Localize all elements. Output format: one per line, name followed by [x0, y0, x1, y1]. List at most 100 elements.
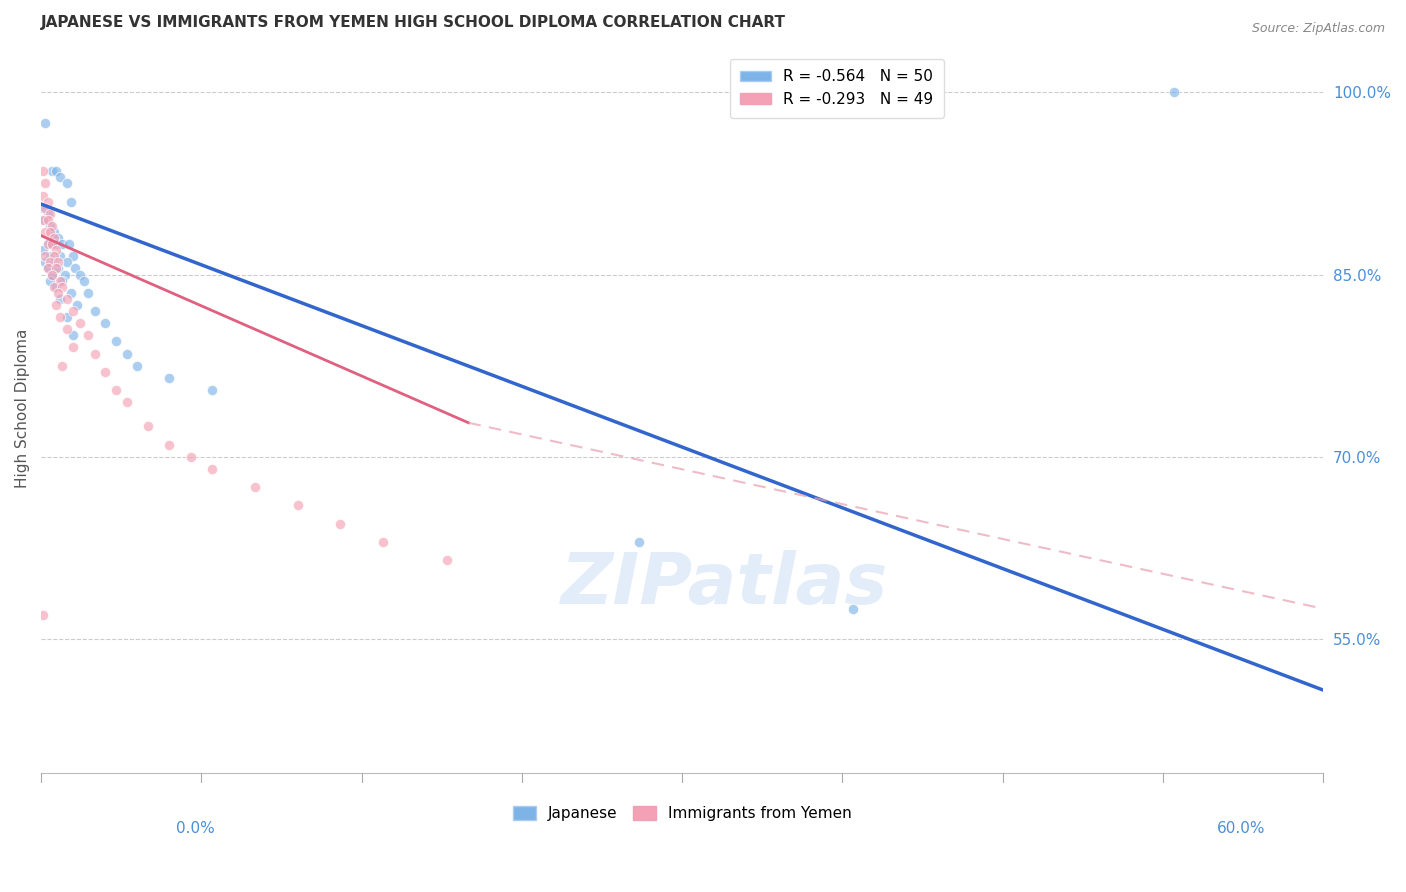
Point: [371, 534, 394, 549]
Point: [49, 170, 72, 185]
Point: [51, 274, 73, 288]
Point: [436, 553, 458, 567]
Point: [34, 201, 56, 215]
Point: [104, 383, 127, 397]
Point: [60, 194, 83, 209]
Point: [32, 212, 55, 227]
Point: [157, 437, 180, 451]
Point: [34, 249, 56, 263]
Point: [180, 450, 202, 464]
Point: [42, 225, 65, 239]
Point: [69, 268, 91, 282]
Point: [104, 334, 127, 349]
Point: [45, 164, 67, 178]
Point: [38, 255, 60, 269]
Text: JAPANESE VS IMMIGRANTS FROM YEMEN HIGH SCHOOL DIPLOMA CORRELATION CHART: JAPANESE VS IMMIGRANTS FROM YEMEN HIGH S…: [41, 15, 786, 30]
Point: [157, 371, 180, 385]
Point: [62, 341, 84, 355]
Point: [55, 310, 77, 324]
Y-axis label: High School Diploma: High School Diploma: [15, 328, 30, 488]
Text: Source: ZipAtlas.com: Source: ZipAtlas.com: [1251, 22, 1385, 36]
Point: [38, 207, 60, 221]
Point: [51, 279, 73, 293]
Point: [41, 164, 63, 178]
Point: [60, 285, 83, 300]
Point: [41, 237, 63, 252]
Point: [127, 359, 149, 373]
Point: [37, 207, 59, 221]
Point: [49, 249, 72, 263]
Point: [49, 310, 72, 324]
Point: [51, 359, 73, 373]
Point: [201, 462, 224, 476]
Point: [73, 274, 96, 288]
Point: [42, 255, 65, 269]
Text: 0.0%: 0.0%: [176, 821, 215, 836]
Point: [41, 268, 63, 282]
Point: [55, 322, 77, 336]
Point: [83, 346, 105, 360]
Point: [34, 212, 56, 227]
Point: [46, 231, 69, 245]
Point: [55, 255, 77, 269]
Point: [136, 419, 159, 434]
Point: [58, 237, 80, 252]
Point: [628, 534, 651, 549]
Point: [49, 274, 72, 288]
Point: [65, 261, 87, 276]
Point: [38, 219, 60, 233]
Point: [66, 298, 89, 312]
Point: [94, 316, 117, 330]
Point: [37, 261, 59, 276]
Point: [1163, 85, 1185, 99]
Point: [42, 249, 65, 263]
Point: [201, 383, 224, 397]
Point: [32, 607, 55, 622]
Point: [38, 249, 60, 263]
Point: [46, 261, 69, 276]
Point: [32, 244, 55, 258]
Point: [45, 261, 67, 276]
Point: [243, 480, 266, 494]
Point: [53, 268, 76, 282]
Point: [45, 298, 67, 312]
Text: 60.0%: 60.0%: [1218, 821, 1265, 836]
Point: [45, 244, 67, 258]
Point: [83, 304, 105, 318]
Point: [45, 237, 67, 252]
Legend: Japanese, Immigrants from Yemen: Japanese, Immigrants from Yemen: [506, 800, 858, 827]
Point: [49, 292, 72, 306]
Point: [115, 346, 138, 360]
Point: [32, 188, 55, 202]
Point: [62, 304, 84, 318]
Point: [115, 395, 138, 409]
Point: [329, 516, 352, 531]
Point: [38, 225, 60, 239]
Point: [77, 285, 100, 300]
Point: [842, 601, 865, 615]
Point: [77, 328, 100, 343]
Point: [32, 201, 55, 215]
Point: [37, 237, 59, 252]
Point: [46, 285, 69, 300]
Point: [42, 231, 65, 245]
Point: [38, 274, 60, 288]
Point: [32, 164, 55, 178]
Point: [62, 249, 84, 263]
Point: [55, 292, 77, 306]
Point: [41, 219, 63, 233]
Point: [55, 177, 77, 191]
Text: ZIPatlas: ZIPatlas: [561, 549, 889, 619]
Point: [34, 225, 56, 239]
Point: [287, 499, 309, 513]
Point: [37, 237, 59, 252]
Point: [45, 279, 67, 293]
Point: [42, 279, 65, 293]
Point: [41, 268, 63, 282]
Point: [37, 212, 59, 227]
Point: [37, 261, 59, 276]
Point: [69, 316, 91, 330]
Point: [34, 255, 56, 269]
Point: [51, 237, 73, 252]
Point: [46, 255, 69, 269]
